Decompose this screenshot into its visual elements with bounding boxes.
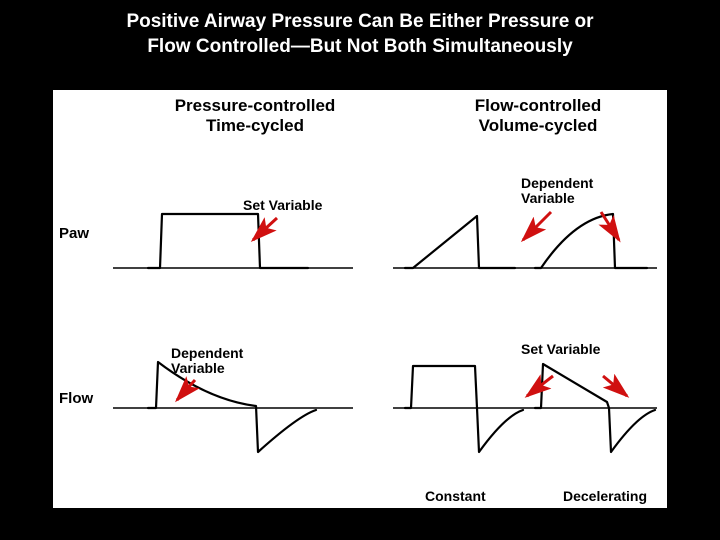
title-line-2: Flow Controlled—But Not Both Simultaneou… xyxy=(46,35,674,60)
figure-panel: Pressure-controlled Time-cycled Flow-con… xyxy=(53,90,667,508)
page-title: Positive Airway Pressure Can Be Either P… xyxy=(0,10,720,59)
waveforms-svg xyxy=(53,90,667,508)
title-line-1: Positive Airway Pressure Can Be Either P… xyxy=(46,10,674,35)
